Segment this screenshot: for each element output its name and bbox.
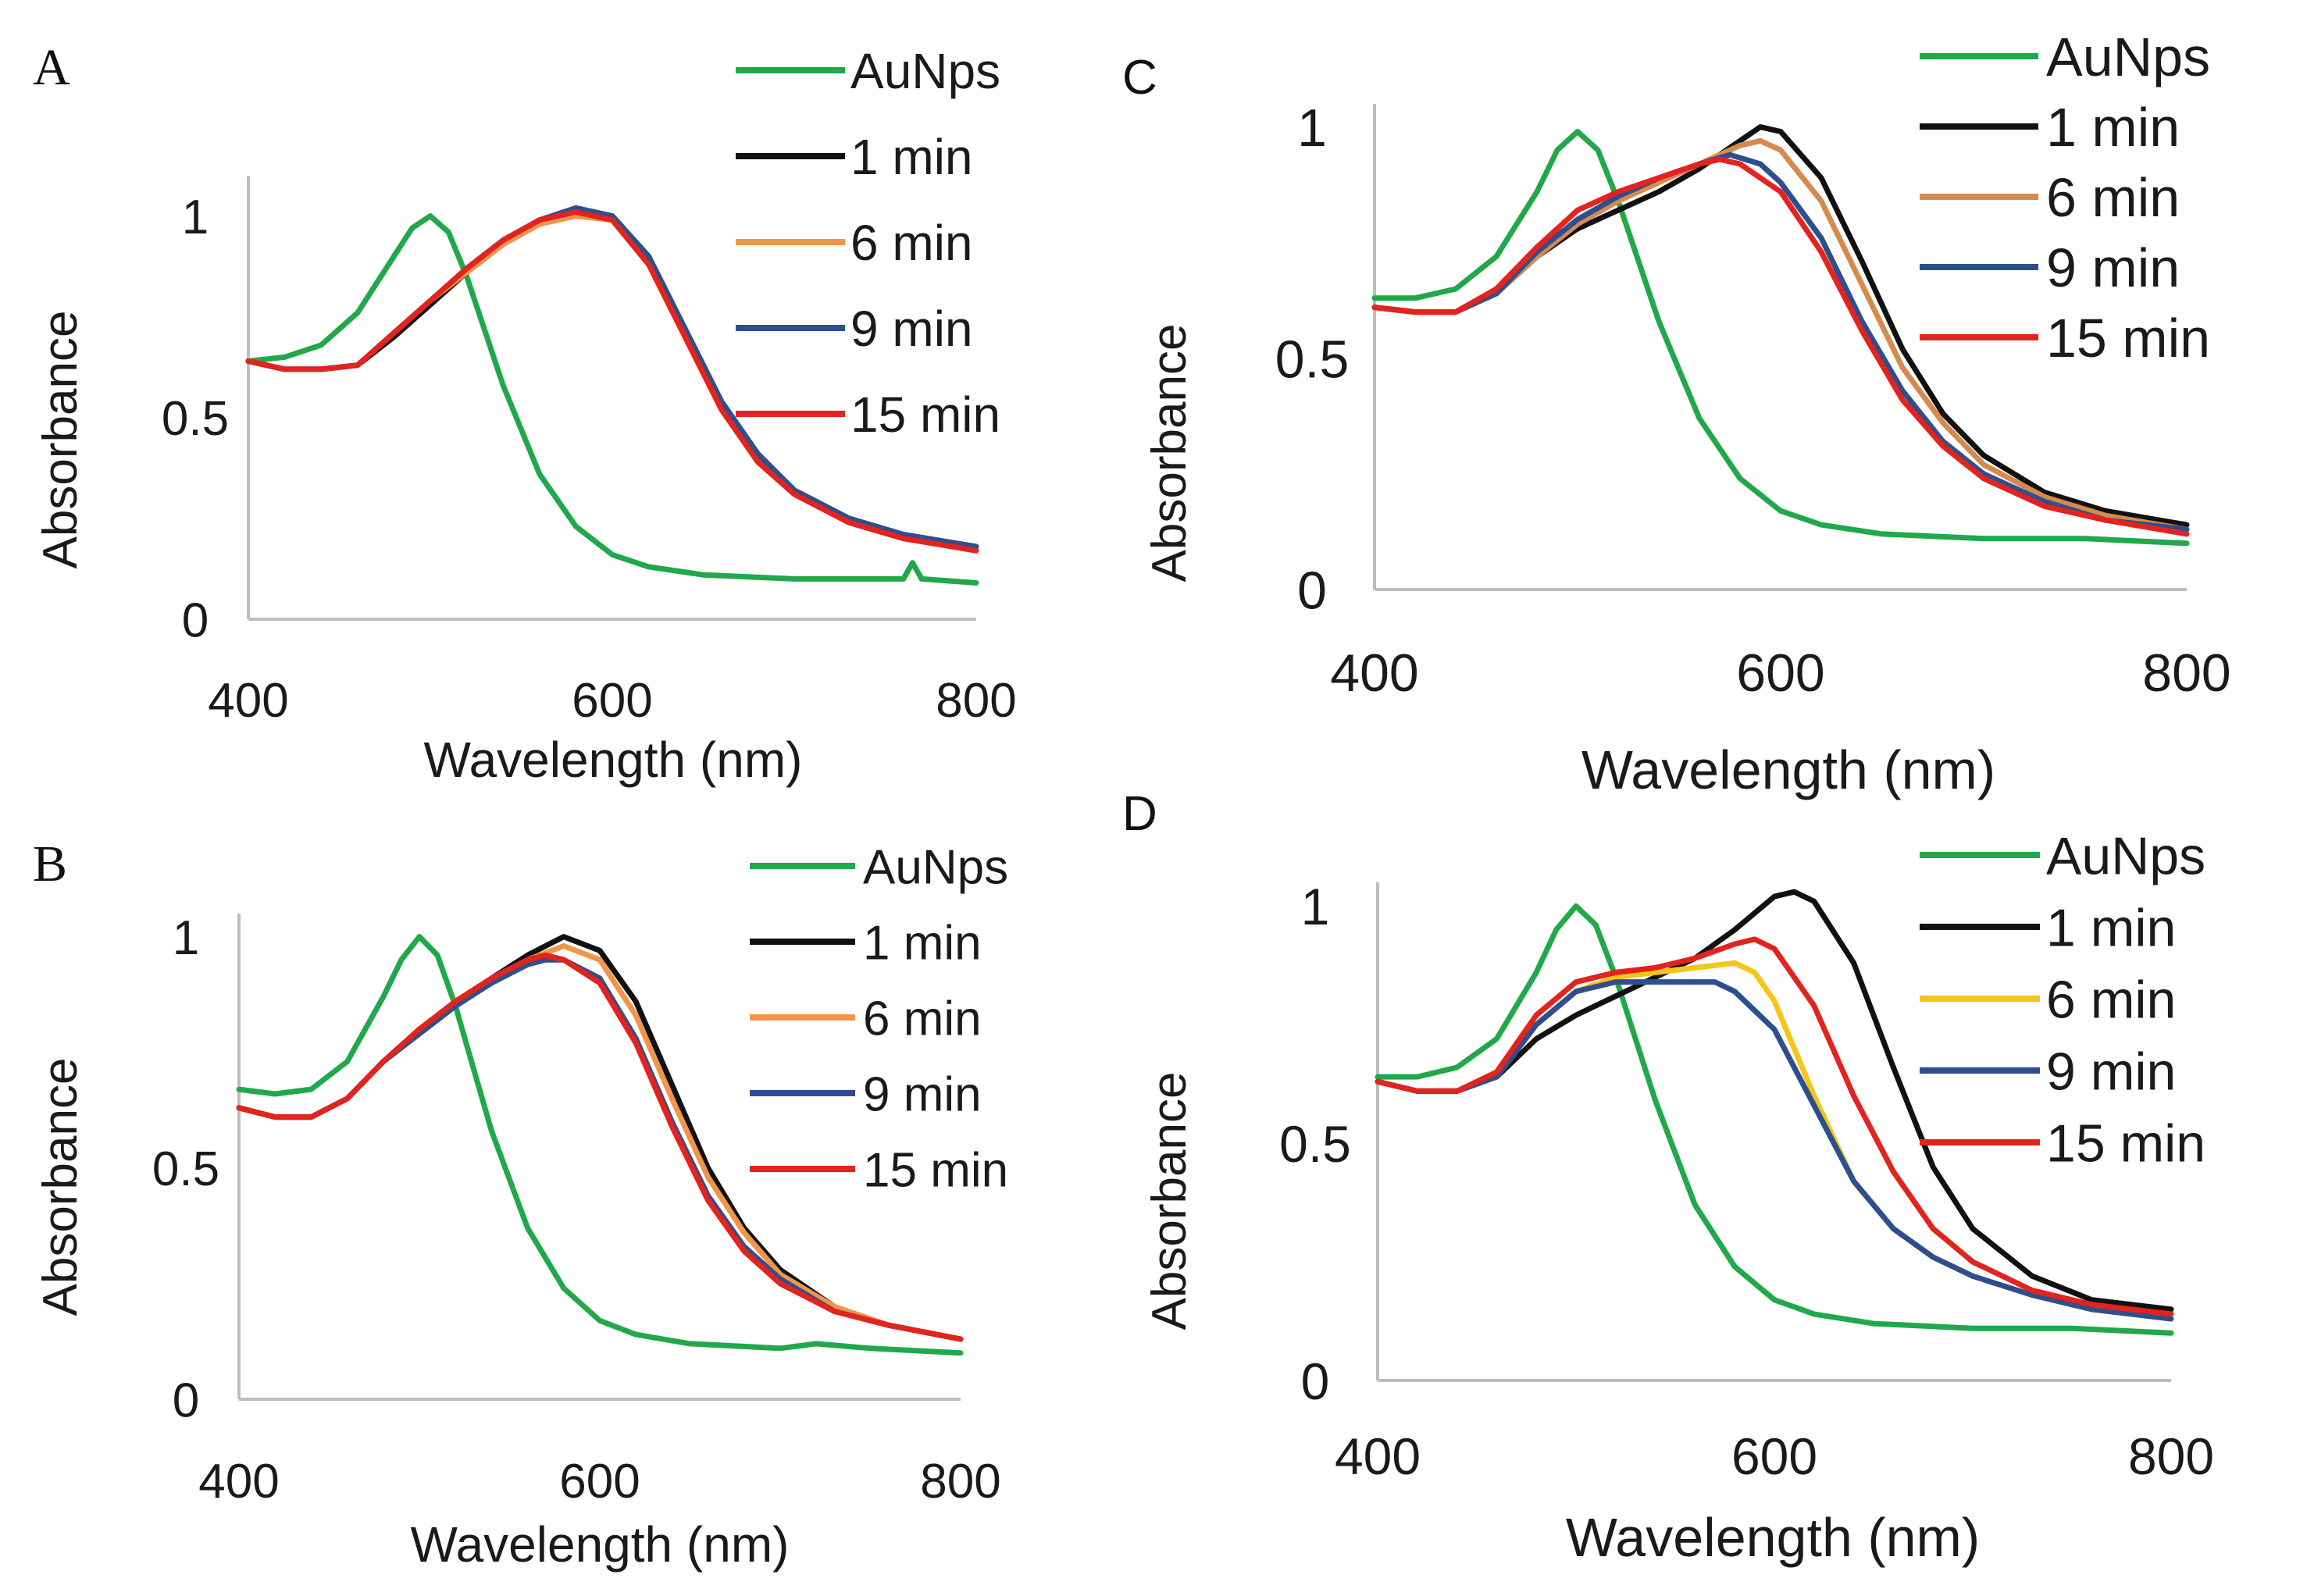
y-axis-title-d: Absorbance bbox=[1143, 1072, 1196, 1331]
x-tick-label-a: 600 bbox=[572, 674, 652, 728]
x-axis-title-b: Wavelength (nm) bbox=[411, 1516, 790, 1573]
x-axis-title-d: Wavelength (nm) bbox=[1566, 1507, 1980, 1568]
chart-panel-b: B 0 0.5 1 400 600 800 Wavelength (nm) Absorbance… bbox=[33, 835, 1008, 1573]
panel-label-c: C bbox=[1122, 51, 1157, 105]
series-line-c-0 bbox=[1371, 129, 2190, 547]
legend-label-a-1: 1 min bbox=[850, 129, 973, 185]
legend-label-c-0: AuNps bbox=[2046, 27, 2210, 87]
legend-label-a-4: 15 min bbox=[850, 387, 1000, 443]
y-tick-label-a: 0.5 bbox=[162, 392, 229, 446]
legend-label-a-0: AuNps bbox=[850, 43, 1000, 99]
legend-label-d-4: 15 min bbox=[2046, 1113, 2205, 1173]
chart-panel-a: A 0 0.5 1 400 600 800 Wavelength (nm) Absorbance… bbox=[33, 39, 1017, 788]
legend-label-c-1: 1 min bbox=[2046, 97, 2180, 158]
series-line-a-4 bbox=[245, 209, 979, 554]
legend-label-b-0: AuNps bbox=[863, 840, 1008, 894]
x-tick-label-a: 400 bbox=[208, 674, 288, 728]
series-line-b-2 bbox=[236, 943, 964, 1342]
series-line-d-4 bbox=[1375, 936, 2174, 1317]
legend-label-c-2: 6 min bbox=[2046, 167, 2180, 228]
series-line-c-3 bbox=[1371, 151, 2190, 533]
x-tick-label-d: 400 bbox=[1335, 1427, 1421, 1485]
y-tick-label-a: 1 bbox=[182, 191, 209, 244]
legend-label-b-4: 15 min bbox=[863, 1143, 1008, 1197]
series-line-d-0 bbox=[1375, 903, 2174, 1336]
legend-label-d-0: AuNps bbox=[2046, 826, 2205, 885]
y-tick-label-d: 0.5 bbox=[1279, 1115, 1351, 1173]
y-axis-title-a: Absorbance bbox=[34, 311, 87, 569]
legend-label-a-2: 6 min bbox=[850, 215, 973, 271]
y-tick-label-d: 0 bbox=[1301, 1352, 1330, 1410]
x-tick-label-c: 800 bbox=[2142, 643, 2230, 703]
series-line-c-4 bbox=[1371, 156, 2190, 537]
panel-label-a: A bbox=[33, 39, 70, 96]
y-tick-label-b: 1 bbox=[173, 911, 199, 965]
legend-label-c-3: 9 min bbox=[2046, 237, 2180, 298]
panel-label-b: B bbox=[33, 835, 67, 892]
legend-b: AuNps 1 min 6 min 9 min 15 min bbox=[750, 840, 1008, 1197]
legend-label-b-2: 6 min bbox=[863, 992, 982, 1046]
series-line-b-1 bbox=[236, 934, 964, 1342]
series-line-b-4 bbox=[236, 952, 964, 1342]
x-tick-label-a: 800 bbox=[936, 674, 1016, 728]
y-axis-title-c: Absorbance bbox=[1143, 324, 1196, 582]
legend-label-c-4: 15 min bbox=[2046, 308, 2210, 369]
legend-label-d-3: 9 min bbox=[2046, 1042, 2176, 1101]
y-tick-label-b: 0.5 bbox=[152, 1142, 219, 1196]
x-tick-label-c: 600 bbox=[1736, 643, 1824, 703]
y-tick-label-c: 0 bbox=[1297, 561, 1327, 620]
series-line-d-3 bbox=[1375, 979, 2174, 1322]
panel-label-d: D bbox=[1122, 787, 1157, 841]
series-line-a-0 bbox=[245, 213, 979, 586]
legend-label-d-2: 6 min bbox=[2046, 970, 2176, 1029]
legend-label-a-3: 9 min bbox=[850, 301, 973, 357]
legend-d: AuNps 1 min 6 min 9 min 15 min bbox=[1920, 826, 2205, 1173]
x-tick-label-d: 600 bbox=[1731, 1427, 1817, 1485]
x-tick-label-c: 400 bbox=[1330, 643, 1418, 703]
legend-a: AuNps 1 min 6 min 9 min 15 min bbox=[736, 43, 1000, 443]
chart-panel-d: D 0 0.5 1 400 600 800 Wavelength (nm) Absorbance… bbox=[1122, 787, 2214, 1568]
legend-label-b-1: 1 min bbox=[863, 916, 982, 970]
x-tick-label-b: 600 bbox=[559, 1455, 640, 1509]
legend-label-d-1: 1 min bbox=[2046, 898, 2176, 957]
y-axis-title-b: Absorbance bbox=[34, 1058, 87, 1316]
legend-c: AuNps 1 min 6 min 9 min 15 min bbox=[1920, 27, 2210, 369]
y-tick-label-c: 1 bbox=[1297, 98, 1327, 158]
y-tick-label-c: 0.5 bbox=[1275, 330, 1350, 389]
y-tick-label-b: 0 bbox=[173, 1373, 199, 1427]
x-tick-label-b: 800 bbox=[920, 1455, 1000, 1509]
x-axis-title-c: Wavelength (nm) bbox=[1581, 739, 1995, 800]
chart-panel-c: C 0 0.5 1 400 600 800 Wavelength (nm) Absorbance… bbox=[1122, 27, 2231, 800]
series-line-b-0 bbox=[236, 934, 964, 1356]
legend-label-b-3: 9 min bbox=[863, 1067, 982, 1121]
x-axis-title-a: Wavelength (nm) bbox=[424, 732, 803, 788]
y-tick-label-a: 0 bbox=[182, 593, 209, 647]
x-tick-label-b: 400 bbox=[198, 1455, 279, 1509]
y-tick-label-d: 1 bbox=[1301, 878, 1330, 935]
x-tick-label-d: 800 bbox=[2128, 1427, 2214, 1485]
